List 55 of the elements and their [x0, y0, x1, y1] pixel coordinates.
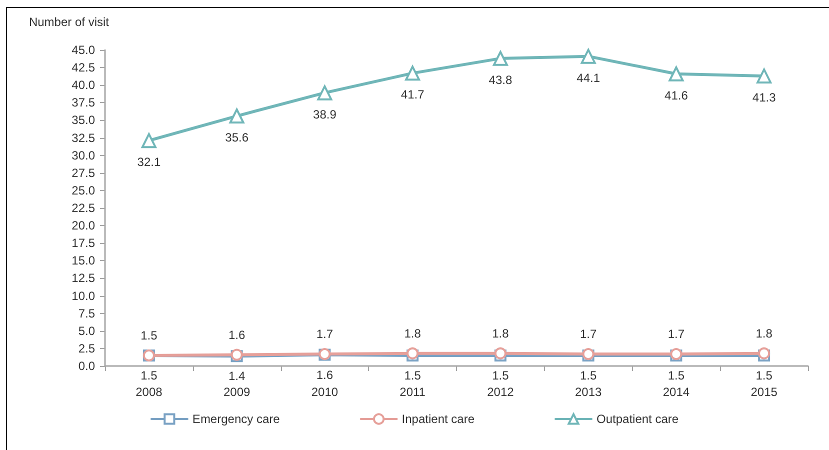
data-label: 1.8 [404, 326, 422, 340]
y-tick-label: 15.0 [72, 254, 96, 268]
data-label: 1.5 [756, 368, 773, 382]
y-tick-label: 30.0 [72, 148, 96, 162]
y-tick-label: 17.5 [72, 236, 96, 250]
x-tick-label: 2009 [223, 385, 250, 399]
y-tick-label: 5.0 [78, 324, 96, 338]
y-tick-label: 35.0 [72, 113, 96, 128]
y-tick-label: 7.5 [78, 306, 96, 320]
data-label: 1.5 [492, 368, 510, 382]
y-axis-title: Number of visit [28, 15, 110, 29]
y-tick-label: 20.0 [72, 218, 96, 233]
legend-label: Inpatient care [402, 412, 475, 426]
y-tick-label: 37.5 [72, 96, 96, 110]
y-tick-label: 45.0 [72, 43, 96, 57]
data-label: 35.6 [225, 130, 249, 145]
data-label: 1.8 [756, 326, 773, 340]
data-label: 1.8 [492, 326, 510, 340]
legend-label: Outpatient care [596, 412, 679, 426]
data-label: 1.5 [140, 328, 158, 342]
data-label: 1.6 [316, 368, 334, 382]
x-tick-label: 2008 [136, 385, 163, 399]
y-tick-label: 10.0 [72, 288, 96, 303]
y-tick-label: 0.0 [78, 359, 96, 373]
x-tick-label: 2014 [662, 385, 690, 399]
x-tick-label: 2012 [487, 385, 514, 399]
data-label: 44.1 [576, 70, 600, 85]
data-label: 41.3 [752, 90, 776, 104]
data-label: 41.7 [400, 88, 425, 102]
data-label: 41.6 [664, 88, 688, 102]
y-tick-label: 12.5 [72, 271, 96, 286]
data-label: 1.7 [580, 327, 597, 342]
data-label: 1.5 [140, 368, 158, 382]
x-tick-label: 2011 [400, 385, 426, 399]
y-tick-label: 32.5 [72, 130, 96, 145]
data-label: 1.4 [228, 369, 246, 384]
data-label: 32.1 [137, 155, 161, 170]
data-label: 1.5 [668, 368, 685, 382]
y-tick-label: 27.5 [72, 166, 96, 180]
data-label: 1.7 [316, 327, 334, 342]
legend-label: Emergency care [192, 412, 280, 426]
data-label: 1.5 [580, 368, 597, 382]
y-tick-label: 25.0 [72, 183, 96, 198]
y-tick-label: 2.5 [78, 341, 96, 356]
data-label: 43.8 [488, 72, 512, 87]
y-tick-label: 22.5 [72, 201, 96, 215]
y-tick-label: 40.0 [72, 78, 96, 92]
data-label: 1.6 [228, 328, 246, 342]
x-tick-label: 2013 [574, 385, 602, 399]
x-tick-label: 2010 [311, 385, 338, 399]
data-label: 1.5 [404, 368, 422, 382]
data-label: 38.9 [313, 107, 337, 122]
y-tick-label: 42.5 [72, 60, 96, 75]
data-label: 1.7 [668, 327, 685, 342]
x-tick-label: 2015 [750, 385, 778, 399]
